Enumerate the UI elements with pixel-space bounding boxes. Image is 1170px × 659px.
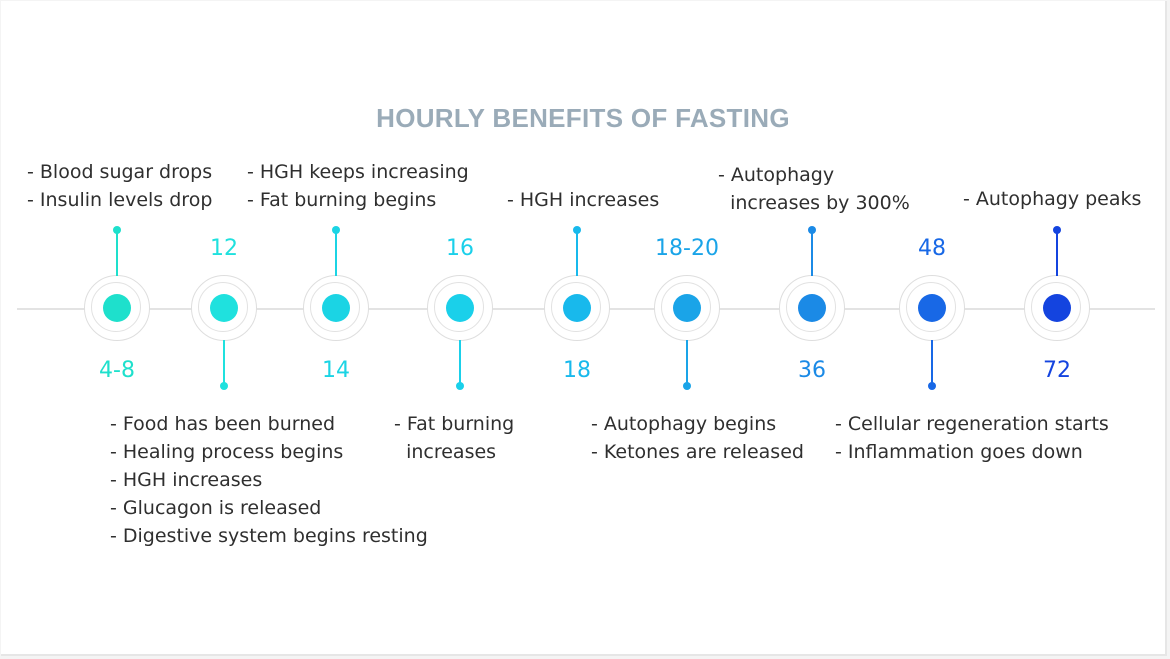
milestone-dot [798,294,826,322]
milestone-connector [576,230,578,276]
milestone-connector [1056,230,1058,276]
benefit-list: - Autophagy peaks [963,185,1141,213]
milestone-connector [116,230,118,276]
benefit-item: - Healing process begins [110,441,344,463]
milestone-connector [811,230,813,276]
benefit-item: - Blood sugar drops [27,161,213,183]
benefit-item: - HGH increases [507,189,660,211]
benefit-item: - Fat burning [394,413,515,435]
benefit-item: - Autophagy [718,164,835,186]
benefit-item: - Autophagy begins [591,413,777,435]
milestone-ring [779,275,845,341]
benefit-list: - Cellular regeneration starts - Inflamma… [835,410,1109,466]
milestone-pin [683,382,691,390]
benefit-list: - Autophagy begins - Ketones are released [591,410,804,466]
milestone-dot [322,294,350,322]
benefit-item: - HGH increases [110,469,263,491]
hour-label: 72 [1043,358,1071,383]
hour-label: 4-8 [99,358,135,383]
benefit-item: increases by 300% [718,192,910,214]
milestone-dot [446,294,474,322]
benefit-list: - HGH keeps increasing - Fat burning begi… [247,158,469,214]
milestone-pin [220,382,228,390]
milestone-pin [113,226,121,234]
hour-label: 36 [798,358,826,383]
milestone-connector [223,340,225,386]
milestone-dot [103,294,131,322]
benefit-item: - HGH keeps increasing [247,161,469,183]
benefit-item: - Digestive system begins resting [110,525,428,547]
milestone-pin [456,382,464,390]
milestone-dot [918,294,946,322]
milestone-connector [931,340,933,386]
benefit-list: - Fat burning increases [394,410,514,466]
benefit-item: - Inflammation goes down [835,441,1083,463]
diagram-title: HOURLY BENEFITS OF FASTING [376,103,790,133]
milestone-pin [1053,226,1061,234]
milestone-connector [459,340,461,386]
benefit-item: - Insulin levels drop [27,189,213,211]
milestone-pin [808,226,816,234]
hour-label: 12 [210,236,238,261]
milestone-dot [210,294,238,322]
hour-label: 16 [446,236,474,261]
benefit-item: - Ketones are released [591,441,804,463]
hour-label: 14 [322,358,350,383]
hour-label: 18-20 [655,236,719,261]
benefit-item: - Cellular regeneration starts [835,413,1109,435]
milestone-dot [1043,294,1071,322]
benefit-item: - Glucagon is released [110,497,322,519]
benefit-item: - Autophagy peaks [963,188,1142,210]
milestone-pin [332,226,340,234]
hour-label: 48 [918,236,946,261]
milestone-dot [563,294,591,322]
benefit-item: - Fat burning begins [247,189,437,211]
benefit-item: increases [394,441,497,463]
milestone-connector [686,340,688,386]
benefit-list: - Autophagy increases by 300% [718,161,910,217]
benefit-list: - HGH increases [507,186,659,214]
milestone-connector [335,230,337,276]
benefit-item: - Food has been burned [110,413,336,435]
benefit-list: - Food has been burned - Healing process … [110,410,428,550]
milestone-pin [928,382,936,390]
milestone-dot [673,294,701,322]
milestone-pin [573,226,581,234]
hour-label: 18 [563,358,591,383]
benefit-list: - Blood sugar drops - Insulin levels drop [27,158,212,214]
